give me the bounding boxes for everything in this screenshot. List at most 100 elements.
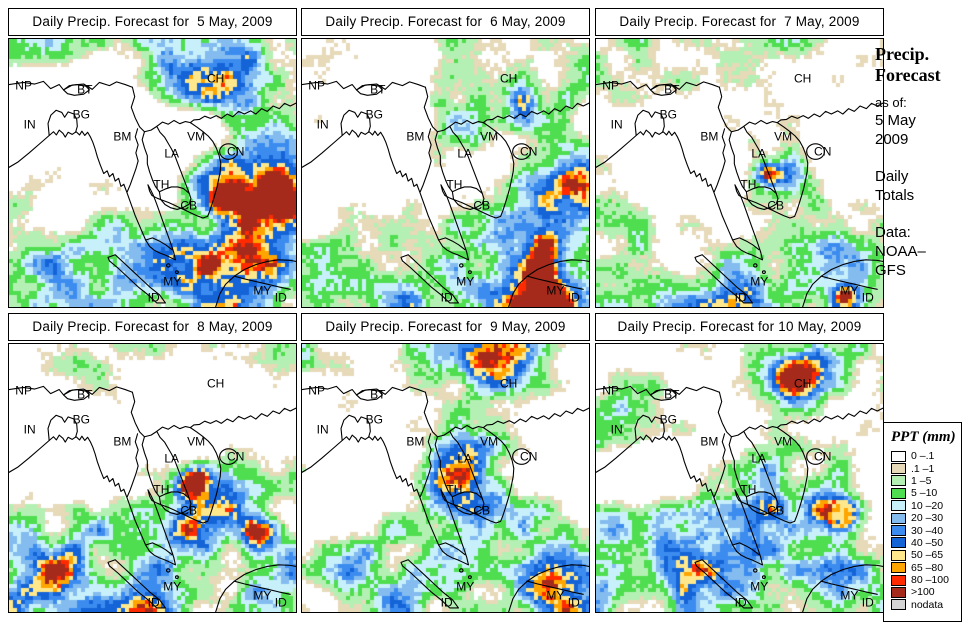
as-of-date-line2: 2009 [875, 131, 909, 148]
region-label: TH [740, 482, 757, 497]
region-label: MY [750, 579, 769, 594]
region-label: CH [206, 376, 225, 391]
region-label: TH [153, 177, 170, 192]
region-label: IN [316, 117, 329, 132]
legend-color-swatch [891, 574, 906, 586]
legend-entry-label: 0 –.1 [911, 450, 935, 463]
region-label: BM [700, 128, 719, 143]
region-label: BG [72, 107, 90, 122]
region-label: BT [370, 82, 386, 97]
region-label: CH [206, 71, 225, 86]
legend: PPT (mm) 0 –.1.1 –1 1 –5 5 –10 10 –20 20 –30… [883, 422, 962, 622]
region-label: LA [457, 451, 473, 466]
region-label: CH [499, 71, 518, 86]
region-label: IN [23, 117, 36, 132]
region-label: IN [610, 117, 623, 132]
region-label: VM [480, 129, 499, 144]
region-label: MY [456, 274, 475, 289]
region-label: CN [520, 143, 538, 158]
legend-entry-label: .1 –1 [911, 462, 935, 475]
region-label: TH [446, 177, 463, 192]
legend-color-swatch [891, 500, 906, 512]
region-label: MY [840, 588, 859, 603]
legend-entry: 80 –100 [891, 574, 961, 586]
region-label: LA [164, 146, 180, 161]
as-of-label: as of: [875, 95, 907, 110]
coastline-map [9, 384, 296, 612]
legend-color-swatch [891, 487, 906, 499]
legend-entry-label: 65 –80 [911, 561, 944, 574]
forecast-panel-3: Daily Precip. Forecast for 7 May, 2009 N… [595, 8, 884, 308]
region-label: TH [740, 177, 757, 192]
map-area: NP BT IN BG BM CH VM LA CN TH CB MY ID MY ID [301, 343, 590, 613]
forecast-panel-2: Daily Precip. Forecast for 6 May, 2009 N… [301, 8, 590, 308]
region-label: MY [163, 274, 182, 289]
region-label: IN [23, 422, 36, 437]
region-label: CH [793, 71, 812, 86]
legend-entry-label: 50 –65 [911, 549, 944, 562]
region-label: NP [15, 383, 32, 398]
legend-entry-label: 30 –40 [911, 524, 944, 537]
region-label: MY [253, 283, 272, 298]
region-label: CN [520, 448, 538, 463]
region-label: MY [456, 579, 475, 594]
region-label: VM [774, 129, 793, 144]
legend-title: PPT (mm) [891, 429, 956, 445]
panel-title: Daily Precip. Forecast for 10 May, 2009 [595, 313, 884, 341]
region-label: ID [147, 290, 160, 305]
data-source-line2: GFS [875, 262, 906, 279]
region-label: BG [659, 412, 677, 427]
region-label: BG [365, 412, 383, 427]
legend-entry-label: 80 –100 [911, 574, 949, 587]
map-area: NP BT IN BG BM CH VM LA CN TH CB MY ID MY ID [595, 38, 884, 308]
region-label: CH [499, 376, 518, 391]
forecast-panel-6: Daily Precip. Forecast for 10 May, 2009 … [595, 313, 884, 613]
sidebar: Precip. Forecast as of: 5 May 2009 Daily… [875, 44, 965, 280]
region-label: IN [610, 422, 623, 437]
region-label: CB [767, 198, 784, 213]
panel-title: Daily Precip. Forecast for 6 May, 2009 [301, 8, 590, 36]
region-label: VM [187, 434, 206, 449]
region-label: BG [365, 107, 383, 122]
forecast-panel-4: Daily Precip. Forecast for 8 May, 2009 N… [8, 313, 297, 613]
legend-color-swatch [891, 549, 906, 561]
region-label: ID [734, 595, 747, 610]
precip-field-canvas [302, 39, 589, 307]
legend-color-swatch [891, 450, 906, 462]
legend-entry: nodata [891, 599, 961, 611]
precip-field-canvas [596, 39, 883, 307]
legend-color-swatch [891, 512, 906, 524]
region-label: MY [253, 588, 272, 603]
precip-field-canvas [9, 39, 296, 307]
legend-entry-label: 5 –10 [911, 487, 938, 500]
coastline-map [302, 384, 589, 612]
coastline-map [596, 79, 883, 307]
sidebar-title-line2: Forecast [875, 65, 941, 85]
region-label: MY [840, 283, 859, 298]
map-area: NP BT IN BG BM CH VM LA CN TH CB MY ID MY ID [301, 38, 590, 308]
legend-color-swatch [891, 562, 906, 574]
coastline-map [302, 79, 589, 307]
region-label: BM [113, 433, 132, 448]
region-label: LA [164, 451, 180, 466]
region-label: ID [734, 290, 747, 305]
legend-entry-label: 10 –20 [911, 499, 944, 512]
region-label: ID [440, 595, 453, 610]
region-label: MY [546, 283, 565, 298]
region-label: CN [227, 143, 245, 158]
region-label: VM [480, 434, 499, 449]
region-label: CN [227, 448, 245, 463]
region-label: NP [15, 78, 32, 93]
legend-entry-label: nodata [911, 598, 944, 611]
region-label: ID [147, 595, 160, 610]
region-label: ID [274, 595, 287, 610]
region-label: ID [440, 290, 453, 305]
legend-color-swatch [891, 475, 906, 487]
coastline-map [596, 384, 883, 612]
region-label: CB [180, 503, 197, 518]
region-label: BM [113, 128, 132, 143]
region-label: BG [659, 107, 677, 122]
legend-entry: 5 –10 [891, 487, 961, 499]
region-label: CN [814, 143, 832, 158]
region-label: BM [406, 128, 425, 143]
